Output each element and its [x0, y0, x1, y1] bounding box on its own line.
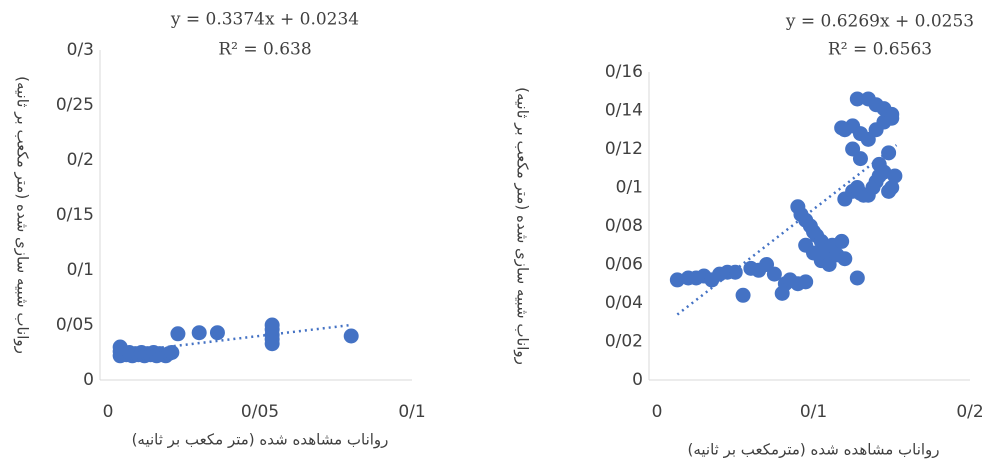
y-tick-label: 0/12 — [605, 139, 643, 159]
x-axis-title: رواناب مشاهده شده (متر مکعب بر ثانیه) — [132, 431, 389, 449]
point — [849, 270, 865, 286]
y-tick-label: 0/05 — [56, 315, 94, 335]
point — [834, 120, 850, 136]
point — [860, 131, 876, 147]
y-tick-label: 0/2 — [67, 150, 94, 170]
x-tick-label: 0 — [652, 402, 663, 422]
x-tick-label: 0 — [103, 402, 114, 422]
point — [887, 168, 903, 184]
r-squared: R² = 0.6563 — [828, 40, 932, 60]
y-tick-label: 0/14 — [605, 101, 643, 121]
x-tick-label: 0/1 — [800, 402, 827, 422]
trendline-equation: y = 0.6269x + 0.0253 — [785, 12, 974, 32]
y-tick-label: 0 — [632, 370, 643, 390]
y-tick-label: 0/06 — [605, 255, 643, 275]
x-tick-label: 0/05 — [241, 402, 279, 422]
point — [871, 156, 887, 172]
y-tick-label: 0/02 — [605, 332, 643, 352]
point — [837, 251, 853, 267]
y-axis-title: رواناب شبیه سازی شده (متر مکعب بر ثانیه) — [514, 87, 532, 365]
point — [849, 91, 865, 107]
point — [884, 110, 900, 126]
point — [766, 266, 782, 282]
trendline-equation: y = 0.3374x + 0.0234 — [170, 10, 359, 30]
x-tick-label: 0/1 — [398, 402, 425, 422]
point — [170, 326, 186, 342]
y-tick-label: 0/16 — [605, 62, 643, 82]
y-tick-label: 0/25 — [56, 95, 94, 115]
point — [852, 151, 868, 167]
x-axis-title: رواناب مشاهده شده (مترمکعب بر ثانیه) — [687, 441, 939, 459]
point — [798, 274, 814, 290]
point — [727, 264, 743, 280]
y-tick-label: 0 — [83, 370, 94, 390]
y-tick-label: 0/04 — [605, 293, 643, 313]
y-axis-title: رواناب شبیه سازی شده (متر مکعب بر ثانیه) — [14, 76, 32, 354]
y-tick-label: 0/1 — [616, 178, 643, 198]
y-tick-label: 0/15 — [56, 205, 94, 225]
point — [881, 145, 897, 161]
point — [264, 317, 280, 333]
x-tick-label: 0/2 — [956, 402, 983, 422]
point — [191, 325, 207, 341]
y-tick-label: 0/1 — [67, 260, 94, 280]
point — [209, 325, 225, 341]
r-squared: R² = 0.638 — [218, 40, 311, 60]
y-tick-label: 0/08 — [605, 216, 643, 236]
point — [834, 233, 850, 249]
point — [343, 328, 359, 344]
point — [884, 180, 900, 195]
y-tick-label: 0/3 — [67, 40, 94, 60]
point — [735, 287, 751, 303]
trendline — [676, 144, 898, 316]
point — [164, 345, 180, 360]
trendline — [120, 323, 352, 354]
